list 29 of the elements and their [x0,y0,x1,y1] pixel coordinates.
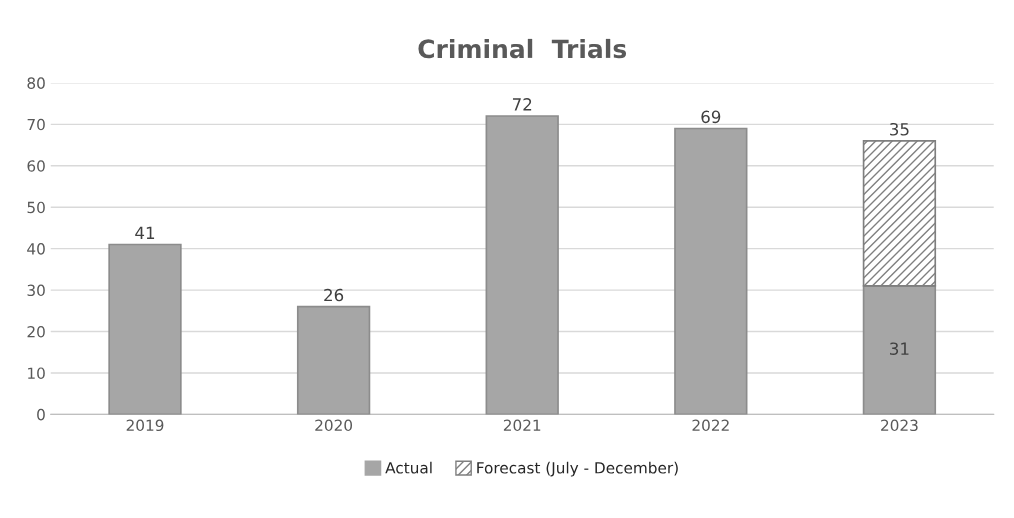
x-tick-label: 2021 [503,419,541,432]
data-label: 69 [701,110,721,124]
x-tick-label: 2023 [881,419,918,432]
chart-title: Criminal Trials [418,38,627,59]
y-tick-label: 40 [27,243,45,255]
bar [674,127,748,415]
data-label: 72 [512,98,532,111]
y-tick-label: 30 [27,284,45,297]
data-label: 31 [890,342,909,355]
y-tick-label: 60 [27,160,45,172]
x-tick-label: 2019 [126,419,164,432]
x-tick-label: 2022 [692,419,729,432]
y-tick-label: 20 [27,325,45,338]
data-label: 35 [890,122,909,136]
legend-label: Actual [385,461,432,474]
bar [862,140,937,287]
y-tick-label: 80 [27,77,45,89]
y-tick-label: 50 [27,201,45,214]
bar [862,285,937,415]
y-tick-label: 0 [37,408,45,421]
y-tick-label: 10 [28,367,45,379]
y-tick-label: 70 [27,118,45,131]
bar [108,243,182,415]
data-label: 26 [324,288,344,302]
data-label: 41 [135,226,155,239]
x-tick-label: 2020 [315,419,353,432]
bar [485,115,559,415]
bar [296,305,371,415]
legend-label: Forecast (July - December) [477,461,678,477]
